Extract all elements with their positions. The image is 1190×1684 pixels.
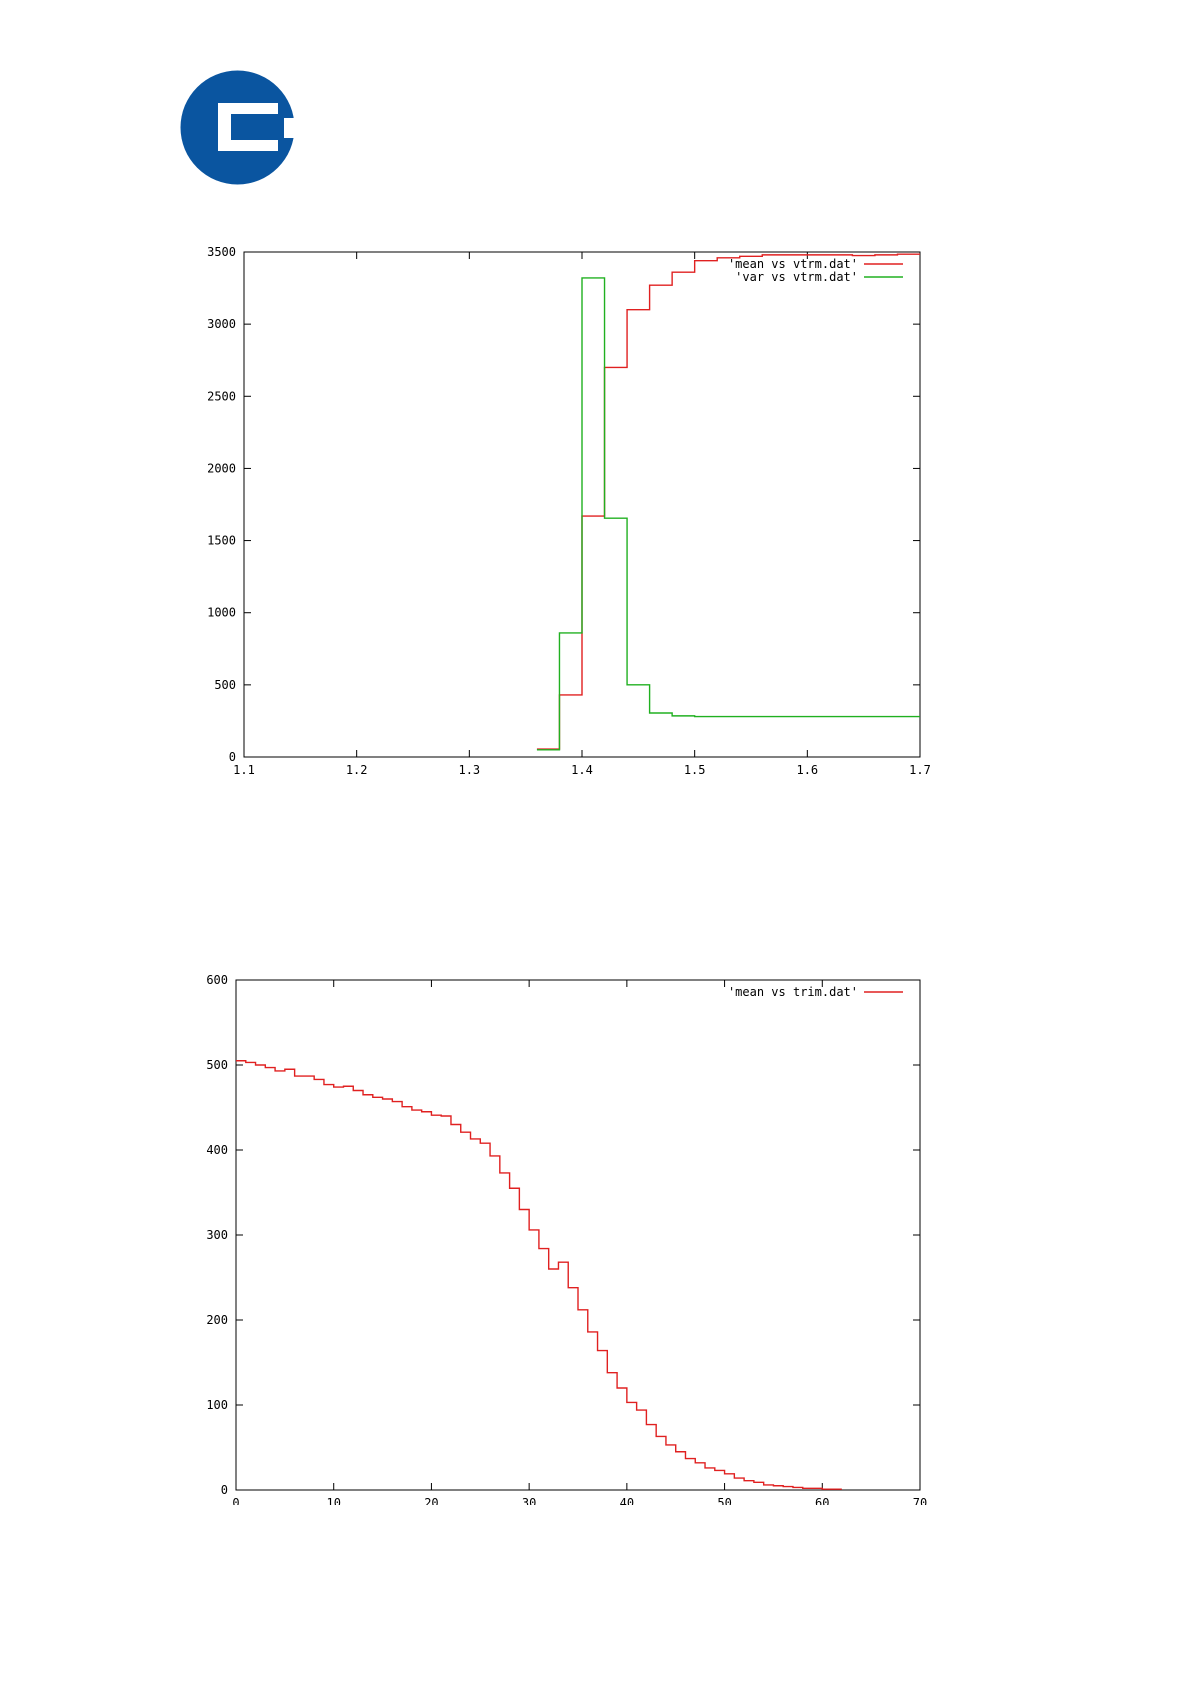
x-tick-label: 0: [232, 1496, 239, 1505]
legend-label-1: 'mean vs trim.dat': [728, 985, 858, 999]
logo: [180, 70, 295, 185]
logo-fill: [231, 114, 269, 140]
series-line-2: [536, 277, 920, 751]
x-tick-label: 1.4: [571, 763, 593, 777]
y-tick-label: 2500: [207, 389, 236, 403]
x-tick-label: 70: [913, 1496, 927, 1505]
y-tick-label: 0: [229, 750, 236, 764]
series-line-1: [236, 1060, 842, 1490]
x-tick-label: 30: [522, 1496, 536, 1505]
plot-border: [235, 979, 921, 1491]
y-tick-label: 1000: [207, 606, 236, 620]
x-tick-label: 20: [424, 1496, 438, 1505]
y-tick-label: 200: [206, 1313, 228, 1327]
y-tick-label: 3500: [207, 245, 236, 259]
y-tick-label: 300: [206, 1228, 228, 1242]
logo-bar-bottom: [218, 140, 278, 151]
x-tick-label: 1.1: [233, 763, 255, 777]
y-tick-label: 0: [221, 1483, 228, 1497]
y-tick-label: 500: [206, 1058, 228, 1072]
y-tick-label: 1500: [207, 534, 236, 548]
x-tick-label: 40: [620, 1496, 634, 1505]
x-tick-label: 50: [717, 1496, 731, 1505]
y-tick-label: 100: [206, 1398, 228, 1412]
y-tick-label: 2000: [207, 461, 236, 475]
series-line-1: [536, 253, 920, 750]
y-tick-label: 600: [206, 973, 228, 987]
logo-bar-left: [218, 103, 231, 151]
x-tick-label: 10: [326, 1496, 340, 1505]
logo-notch: [284, 118, 295, 138]
y-tick-label: 3000: [207, 317, 236, 331]
chart-mean-var-vtrm: 1.1 1.2 1.3 1.4 1.5 1.6 1.7 0 500 1000 1500 2000 250…: [207, 245, 931, 777]
x-tick-label: 1.7: [909, 763, 931, 777]
y-tick-label: 500: [214, 678, 236, 692]
x-tick-label: 1.3: [458, 763, 480, 777]
chart-mean-trim: 0 10 20 30 40 50 60 70 0 100 200 300 400 500 600 'mean …: [206, 973, 927, 1505]
y-tick-label: 400: [206, 1143, 228, 1157]
logo-bar-top: [218, 103, 278, 114]
x-tick-label: 1.2: [346, 763, 368, 777]
x-tick-label: 1.6: [796, 763, 818, 777]
x-tick-label: 60: [815, 1496, 829, 1505]
legend-label-1: 'mean vs vtrm.dat': [728, 257, 858, 271]
legend-label-2: 'var vs vtrm.dat': [735, 270, 858, 284]
x-tick-label: 1.5: [684, 763, 706, 777]
